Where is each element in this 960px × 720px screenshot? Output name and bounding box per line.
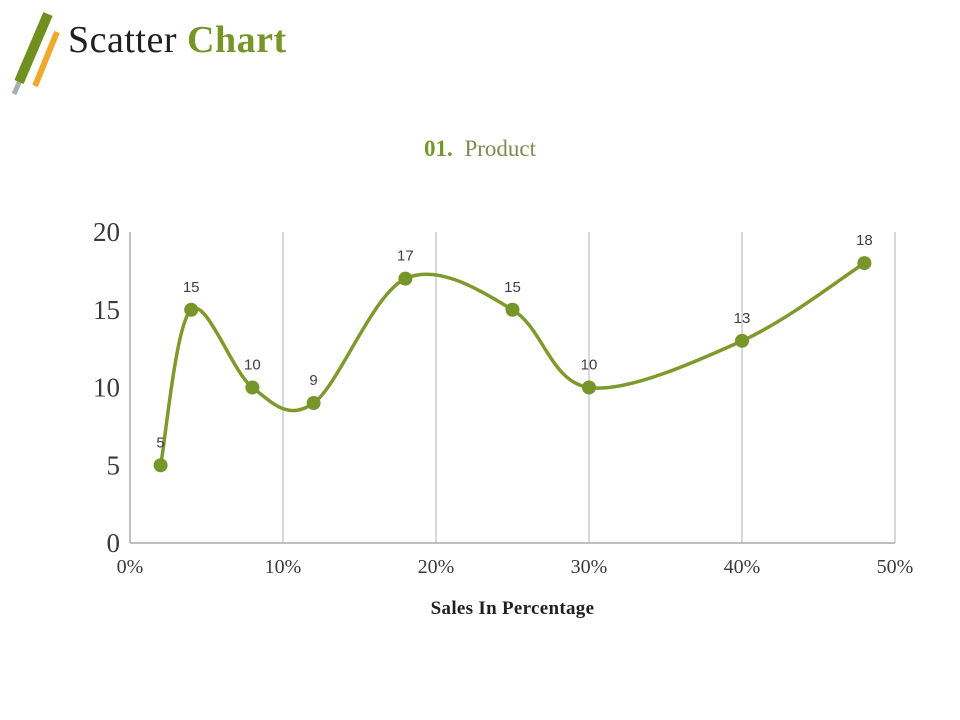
y-tick-label: 5 — [107, 450, 121, 480]
x-tick-label: 30% — [571, 556, 608, 578]
scatter-chart: 0 5 10 15 20 0% 10% 20% 30% 40% 50% 5 15 10 9 17 15 10 13 1… — [50, 212, 930, 612]
page-title-accent: Chart — [187, 19, 287, 61]
x-tick-label: 40% — [724, 556, 761, 578]
data-point-label: 17 — [397, 248, 414, 265]
slide-header: Scatter Chart — [0, 0, 960, 100]
y-tick-label: 15 — [93, 295, 120, 325]
data-point-label: 5 — [156, 434, 164, 451]
data-point — [153, 458, 168, 473]
data-point — [735, 333, 749, 348]
data-point — [582, 380, 596, 395]
data-point-label: 18 — [856, 232, 873, 249]
data-point — [857, 256, 872, 271]
x-tick-label: 10% — [265, 556, 302, 578]
y-tick-label: 10 — [93, 373, 120, 403]
data-point-label: 13 — [734, 310, 751, 327]
data-point — [245, 380, 260, 395]
data-point — [306, 396, 321, 411]
chart-subtitle: 01. Product — [0, 136, 960, 162]
subtitle-number: 01. — [423, 136, 453, 161]
page-title-primary: Scatter — [68, 19, 178, 61]
x-tick-label: 20% — [418, 556, 455, 578]
data-point-label: 9 — [309, 372, 317, 389]
data-point — [398, 271, 413, 286]
data-point-label: 15 — [183, 279, 200, 296]
x-axis-title: Sales In Percentage — [430, 598, 595, 619]
scatter-chart-svg: 0 5 10 15 20 0% 10% 20% 30% 40% 50% 5 15 10 9 17 15 10 13 1… — [93, 217, 914, 578]
data-point-label: 15 — [504, 279, 521, 296]
data-point-label: 10 — [244, 357, 261, 374]
logo-stripes-icon — [11, 12, 60, 96]
data-point-label: 10 — [581, 357, 598, 374]
x-tick-label: 50% — [877, 556, 914, 578]
data-point — [505, 302, 520, 317]
page-title: Scatter Chart — [68, 18, 287, 62]
data-point — [184, 302, 199, 317]
subtitle-label: Product — [464, 136, 537, 161]
y-tick-label: 20 — [93, 217, 120, 247]
y-tick-label: 0 — [107, 528, 121, 558]
x-tick-label: 0% — [117, 556, 144, 578]
